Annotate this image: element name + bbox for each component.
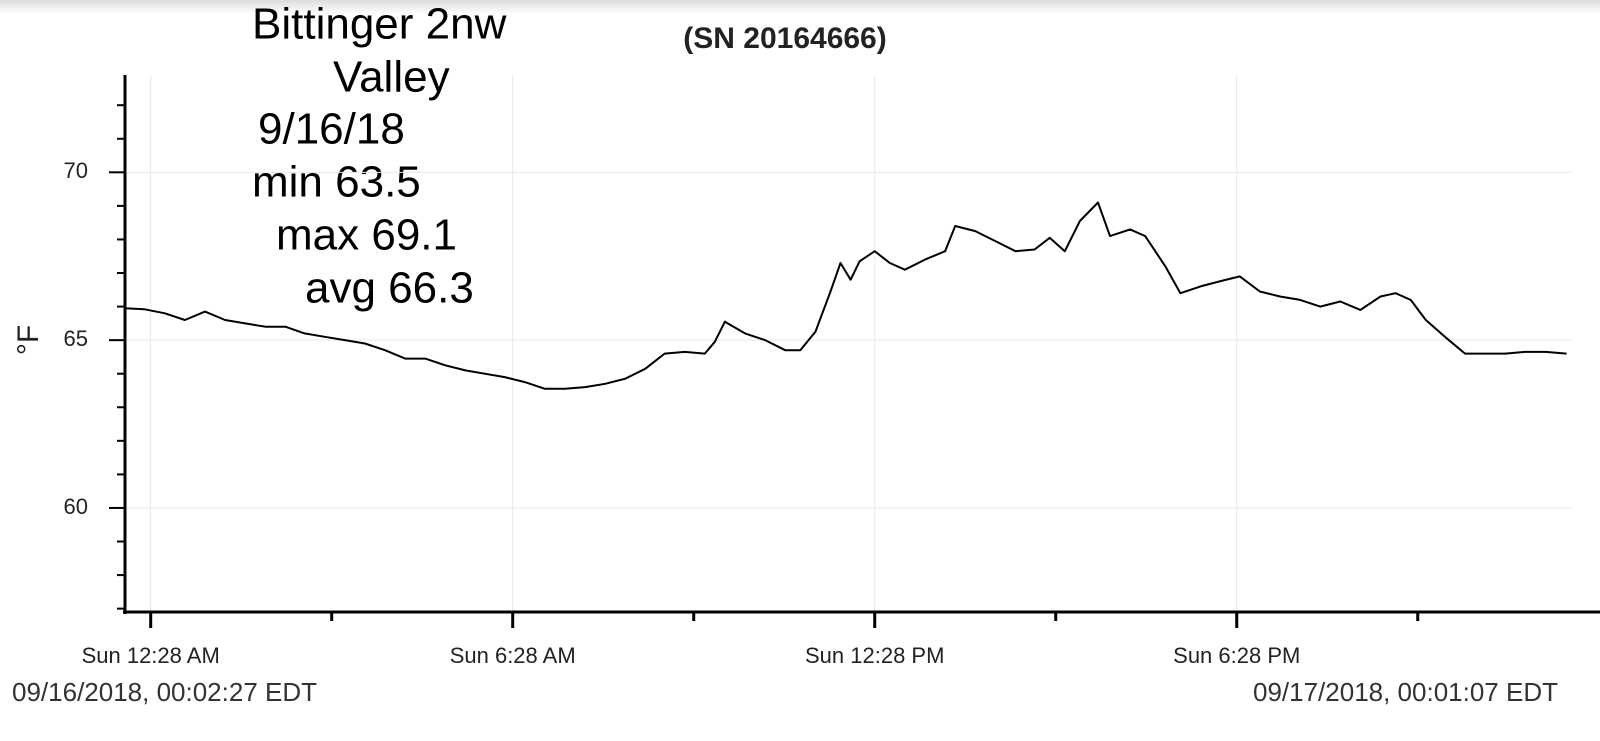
annotation: Valley	[333, 53, 450, 102]
annotation: max 69.1	[276, 211, 457, 260]
y-tick-label: 65	[64, 326, 88, 351]
y-axis-label: °F	[12, 325, 45, 355]
annotation: Bittinger 2nw	[252, 0, 507, 49]
x-tick-label: Sun 6:28 AM	[450, 643, 576, 668]
data-line	[124, 201, 1567, 390]
top-shadow	[0, 0, 1600, 14]
annotation: 9/16/18	[258, 105, 405, 154]
x-tick-label: Sun 6:28 PM	[1173, 643, 1300, 668]
start-time: 09/16/2018, 00:02:27 EDT	[12, 677, 317, 707]
y-tick-label: 60	[64, 494, 88, 519]
annotation: avg 66.3	[305, 264, 474, 313]
annotation: min 63.5	[252, 158, 421, 207]
x-tick-label: Sun 12:28 PM	[805, 643, 944, 668]
x-tick-label: Sun 12:28 AM	[82, 643, 220, 668]
end-time: 09/17/2018, 00:01:07 EDT	[1253, 677, 1558, 707]
y-tick-label: 70	[64, 158, 88, 183]
chart-title: (SN 20164666)	[683, 22, 886, 55]
